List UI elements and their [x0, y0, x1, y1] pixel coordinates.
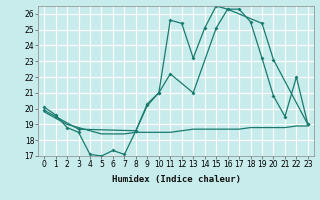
X-axis label: Humidex (Indice chaleur): Humidex (Indice chaleur) — [111, 175, 241, 184]
